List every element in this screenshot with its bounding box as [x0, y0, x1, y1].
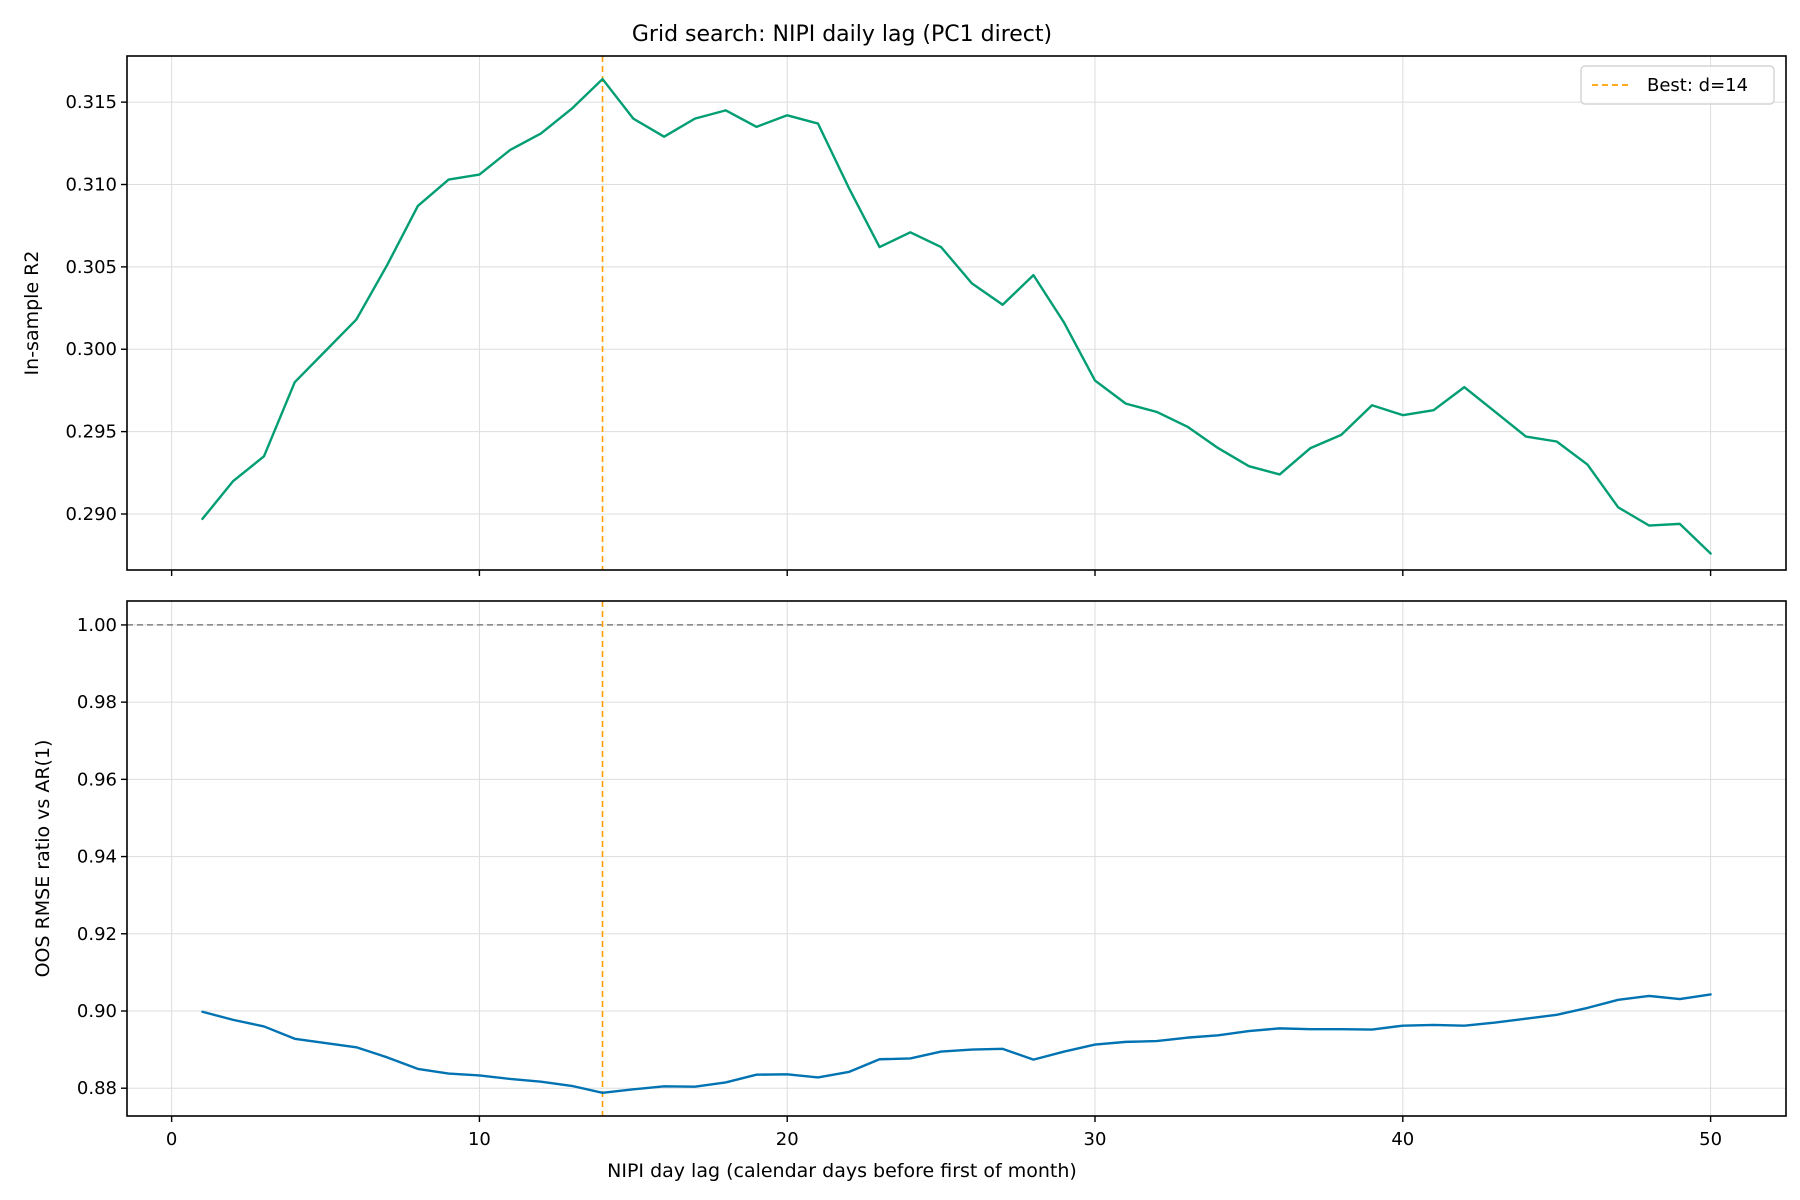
chart-title: Grid search: NIPI daily lag (PC1 direct) [632, 22, 1052, 47]
bottom-panel-y-tick-label: 0.96 [77, 769, 117, 790]
x-tick-label: 50 [1699, 1129, 1722, 1150]
bottom-panel-y-tick-label: 0.94 [77, 847, 117, 868]
top-panel: 0.290 0.295 0.300 0.305 0.310 0.315 In-sample… [21, 55, 1787, 576]
bottom-panel: 0.88 0.90 0.92 0.94 0.96 0.98 1.00 0 10 20 30 40 50… [32, 600, 1787, 1150]
bottom-panel-frame [126, 600, 1787, 1117]
top-panel-frame [126, 55, 1787, 571]
top-panel-x-ticks [170, 570, 1712, 576]
bottom-panel-y-tick-label: 0.88 [77, 1078, 117, 1099]
top-panel-y-tick-label: 0.290 [65, 504, 117, 525]
bottom-panel-x-ticks: 0 10 20 30 40 50 [166, 1116, 1722, 1150]
top-panel-y-axis-label: In-sample R2 [21, 251, 43, 376]
top-panel-series [201, 77, 1712, 555]
bottom-panel-grid [127, 601, 1786, 1116]
x-tick-label: 20 [776, 1129, 799, 1150]
bottom-panel-series-line [201, 993, 1712, 1095]
bottom-panel-y-tick-label: 0.90 [77, 1001, 117, 1022]
bottom-panel-y-ticks: 0.88 0.90 0.92 0.94 0.96 0.98 1.00 [77, 615, 127, 1099]
legend-best-lag-label: Best: d=14 [1647, 75, 1748, 96]
top-panel-y-tick-label: 0.310 [65, 175, 117, 196]
top-panel-series-line [201, 77, 1712, 555]
bottom-panel-y-tick-label: 0.98 [77, 692, 117, 713]
x-tick-label: 40 [1391, 1129, 1414, 1150]
x-axis-label: NIPI day lag (calendar days before first… [607, 1160, 1077, 1182]
x-tick-label: 10 [468, 1129, 491, 1150]
x-tick-label: 0 [166, 1129, 177, 1150]
top-panel-y-tick-label: 0.305 [65, 257, 117, 278]
bottom-panel-y-tick-label: 1.00 [77, 615, 117, 636]
bottom-panel-y-axis-label: OOS RMSE ratio vs AR(1) [32, 740, 54, 978]
top-panel-y-tick-label: 0.300 [65, 339, 117, 360]
top-panel-y-ticks: 0.290 0.295 0.300 0.305 0.310 0.315 [65, 92, 127, 525]
bottom-panel-series [201, 993, 1712, 1095]
top-panel-grid [127, 56, 1786, 570]
legend: Best: d=14 [1580, 65, 1775, 105]
top-panel-y-tick-label: 0.295 [65, 422, 117, 443]
top-panel-y-tick-label: 0.315 [65, 92, 117, 113]
bottom-panel-y-tick-label: 0.92 [77, 924, 117, 945]
x-tick-label: 30 [1084, 1129, 1107, 1150]
legend-box [1580, 65, 1775, 105]
